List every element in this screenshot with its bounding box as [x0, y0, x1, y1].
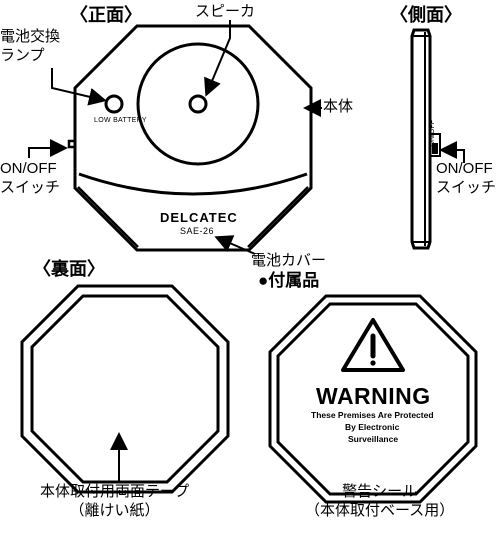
callout-body: 本体 — [323, 98, 353, 117]
warning-title: WARNING — [316, 382, 431, 411]
side-switch-label: ON/OFF — [429, 120, 438, 146]
heading-back: 〈裏面〉 — [33, 258, 105, 281]
callout-warning-seal: 警告シール （本体取付ベース用） — [305, 483, 454, 521]
callout-tape: 本体取付用両面テープ （離けい紙） — [40, 483, 189, 521]
back-view-diagram — [10, 280, 240, 510]
low-battery-text: LOW BATTERY — [94, 117, 147, 126]
callout-speaker: スピーカ — [195, 3, 255, 22]
warning-line2: By Electronic — [345, 422, 399, 433]
brand-text: DELCATEC — [160, 210, 238, 226]
callout-onoff-left: ON/OFF スイッチ — [0, 160, 60, 198]
model-text: SAE-26 — [180, 226, 214, 237]
warning-line3: Surveillance — [348, 434, 398, 445]
warning-line1: These Premises Are Protected — [311, 410, 434, 421]
callout-battery-lamp: 電池交換 ランプ — [0, 28, 60, 66]
callout-battery-cover: 電池カバー — [251, 252, 326, 271]
heading-accessories: ●付属品 — [258, 270, 319, 291]
callout-onoff-right: ON/OFF スイッチ — [436, 160, 496, 198]
